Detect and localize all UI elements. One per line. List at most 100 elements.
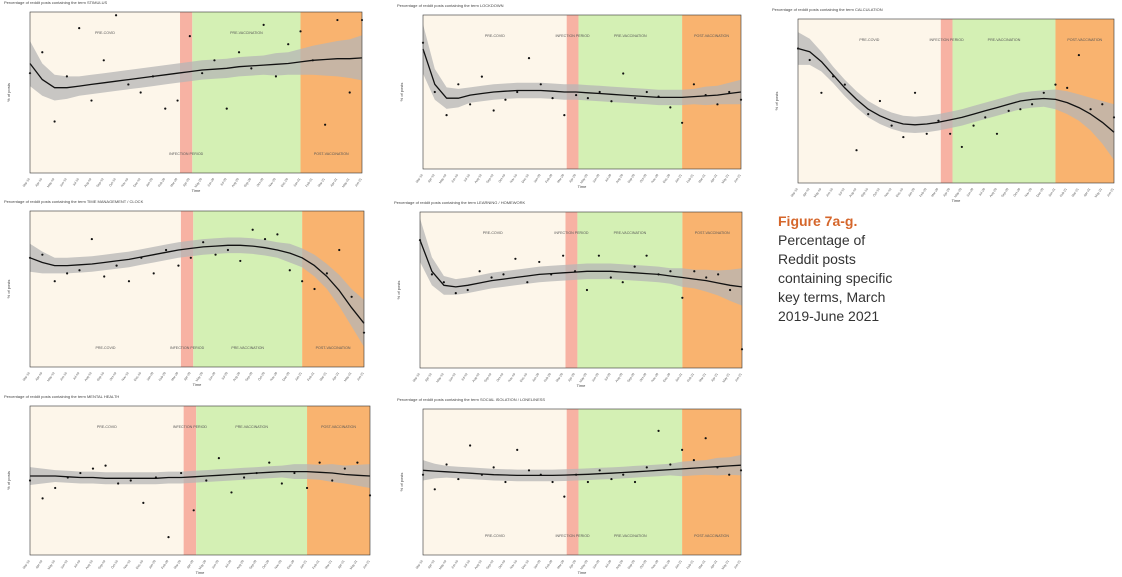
period-label: POST-VACCINATION <box>316 346 351 350</box>
x-tick-label: Sep-20 <box>627 173 636 184</box>
data-point <box>91 467 95 470</box>
x-tick-label: May-19 <box>813 187 823 198</box>
data-point <box>78 27 81 30</box>
x-tick-label: Aug-20 <box>989 187 998 198</box>
data-point <box>562 254 565 257</box>
data-point <box>250 67 253 70</box>
x-tick-label: Oct-19 <box>108 177 117 187</box>
x-tick-label: Feb-21 <box>686 173 695 184</box>
x-tick-label: Mar-21 <box>319 371 328 382</box>
data-point <box>237 51 241 54</box>
x-tick-label: Oct-20 <box>257 371 266 381</box>
data-point <box>681 296 684 299</box>
data-point <box>492 466 495 469</box>
caption-line: containing specific <box>778 270 893 286</box>
data-point <box>913 91 917 94</box>
x-tick-label: Nov-20 <box>269 371 278 382</box>
x-tick-label: Jun-20 <box>208 371 217 381</box>
data-point <box>142 501 145 504</box>
plot-frame <box>419 211 743 369</box>
period-label: PRE-COVID <box>95 346 115 350</box>
trend-line <box>797 47 1115 133</box>
chart-panel-a: Percentage of reddit posts containing th… <box>0 0 370 195</box>
data-point <box>457 477 460 481</box>
data-point <box>343 467 346 470</box>
x-tick-label: Feb-21 <box>311 559 320 570</box>
x-tick-label: Dec-19 <box>132 177 141 188</box>
x-tick-label: Jun-20 <box>592 173 601 183</box>
x-tick-label: Aug-19 <box>474 559 483 570</box>
x-tick-label: Apr-20 <box>568 173 577 183</box>
data-point <box>214 253 217 256</box>
data-point <box>586 97 589 100</box>
confidence-band <box>30 35 362 101</box>
period-label: PRE-COVID <box>97 425 117 429</box>
confidence-band <box>798 32 1114 160</box>
x-tick-label: Aug-20 <box>232 371 241 382</box>
x-tick-label: Aug-20 <box>236 559 245 570</box>
period-band <box>30 211 181 367</box>
data-point <box>202 241 205 244</box>
data-point <box>610 477 613 481</box>
data-point <box>820 91 823 94</box>
x-axis-label: Time <box>952 198 962 203</box>
x-axis-label: Time <box>578 184 588 189</box>
data-point <box>331 479 334 482</box>
x-tick-label: Sep-19 <box>860 187 869 198</box>
x-tick-label: May-21 <box>1094 187 1104 198</box>
data-point <box>586 480 589 484</box>
data-point <box>65 75 68 78</box>
data-point <box>226 248 230 252</box>
period-band <box>193 211 303 367</box>
period-band <box>180 211 194 367</box>
x-tick-label: Dec-19 <box>135 559 144 570</box>
data-point <box>127 83 130 86</box>
x-tick-label: Sep-19 <box>96 371 105 382</box>
x-tick-label: May-19 <box>47 559 57 570</box>
x-tick-label: Mar-20 <box>173 559 182 570</box>
data-point <box>516 448 519 451</box>
x-tick-label: Jun-19 <box>450 173 459 183</box>
data-point <box>925 132 928 135</box>
x-tick-label: Sep-19 <box>485 559 494 570</box>
period-label: INFECTION PERIOD <box>554 231 589 235</box>
x-tick-label: Feb-20 <box>544 173 553 184</box>
x-tick-label: Feb-21 <box>305 177 314 188</box>
x-tick-label: Jul-19 <box>72 371 80 381</box>
x-tick-label: Jun-19 <box>450 559 459 569</box>
data-point <box>598 90 601 94</box>
x-tick-label: Dec-19 <box>895 187 904 198</box>
x-tick-label: Jun-21 <box>733 559 742 569</box>
data-point <box>239 259 242 263</box>
period-label: POST-VACCINATION <box>321 425 356 429</box>
chart-svg: PRE-COVID INFECTION PERIOD PRE-VACCINATION… <box>399 408 743 575</box>
x-tick-label: Sep-20 <box>248 559 257 570</box>
x-tick-label: Feb-20 <box>158 371 167 382</box>
x-tick-label: Jun-20 <box>206 177 215 187</box>
x-tick-label: Aug-19 <box>474 173 483 184</box>
x-tick-label: Mar-20 <box>169 177 178 188</box>
y-axis-label: % of posts <box>399 83 404 102</box>
data-point <box>263 237 267 241</box>
x-tick-label: Oct-20 <box>639 372 648 382</box>
chart-svg: PRE-COVID INFECTION PERIOD PRE-VACCINATION… <box>6 210 366 387</box>
data-point <box>79 471 82 475</box>
y-axis-label: % of posts <box>6 83 11 102</box>
x-tick-label: May-21 <box>721 173 731 184</box>
caption-line: 2019-June 2021 <box>778 308 880 324</box>
data-point <box>645 254 648 257</box>
data-point <box>103 275 106 278</box>
data-point <box>681 121 684 124</box>
x-tick-label: Sep-20 <box>627 559 636 570</box>
x-tick-label: Mar-19 <box>790 187 799 198</box>
x-tick-label: Jul-19 <box>73 559 81 569</box>
period-label: PRE-VACCINATION <box>235 425 268 429</box>
x-tick-label: Sep-19 <box>483 372 492 383</box>
chart-title: Percentage of reddit posts containing th… <box>4 0 108 5</box>
data-point <box>621 281 624 284</box>
data-point <box>324 123 327 126</box>
data-point <box>526 281 529 284</box>
data-point <box>164 107 167 110</box>
x-tick-label: Nov-20 <box>650 173 659 184</box>
x-tick-label: Oct-20 <box>261 559 270 569</box>
